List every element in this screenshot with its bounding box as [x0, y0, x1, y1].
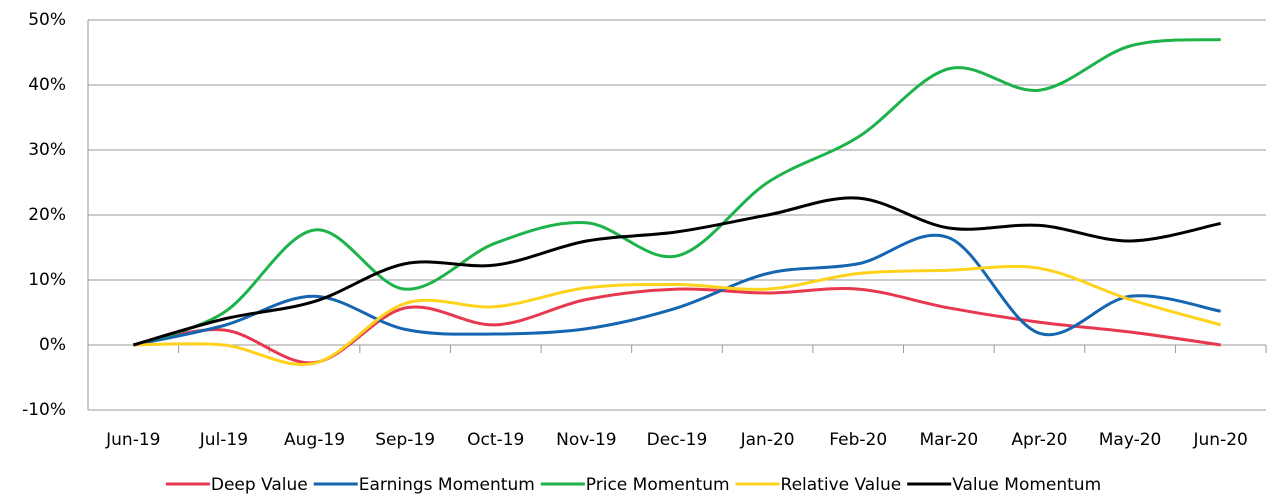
- x-tick-label: Jan-20: [740, 430, 795, 450]
- x-tick-label: Nov-19: [556, 430, 617, 450]
- legend-label: Earnings Momentum: [359, 475, 535, 495]
- y-tick-label: 20%: [28, 205, 66, 225]
- x-tick-label: Sep-19: [375, 430, 435, 450]
- series-line: [132, 38, 1221, 347]
- x-tick-label: Apr-20: [1011, 430, 1067, 450]
- legend-label: Relative Value: [781, 475, 902, 495]
- y-tick-label: 0%: [39, 335, 66, 355]
- x-tick-label: Jul-19: [199, 430, 248, 450]
- legend-label: Price Momentum: [586, 475, 730, 495]
- x-tick-label: Aug-19: [284, 430, 345, 450]
- legend-label: Value Momentum: [952, 475, 1101, 495]
- series-line: [132, 233, 1221, 347]
- x-tick-label: May-20: [1099, 430, 1162, 450]
- x-tick-label: Jun-20: [1193, 430, 1248, 450]
- x-tick-label: Feb-20: [829, 430, 887, 450]
- y-tick-label: 30%: [28, 140, 66, 160]
- series-line: [133, 264, 1222, 366]
- y-tick-label: 50%: [28, 10, 66, 30]
- x-tick-label: Mar-20: [919, 430, 978, 450]
- x-tick-label: Jun-19: [105, 430, 160, 450]
- y-tick-label: 10%: [28, 270, 66, 290]
- y-tick-label: 40%: [28, 75, 66, 95]
- series-line: [132, 196, 1221, 347]
- x-tick-label: Dec-19: [647, 430, 708, 450]
- legend-label: Deep Value: [211, 475, 308, 495]
- x-tick-label: Oct-19: [467, 430, 524, 450]
- y-tick-label: -10%: [22, 400, 66, 420]
- legend: Deep Value Earnings Momentum Price Momentu…: [165, 475, 1101, 495]
